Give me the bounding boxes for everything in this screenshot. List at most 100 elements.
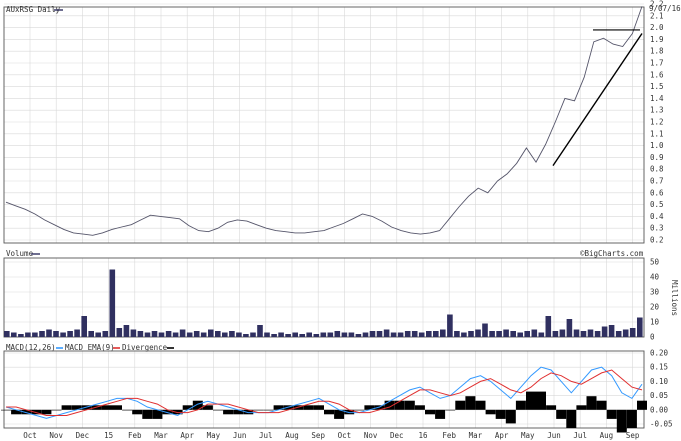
price-y-tick: 0.5 xyxy=(650,200,664,209)
source-credit: ©BigCharts.com xyxy=(580,249,644,258)
divergence-bar xyxy=(283,405,294,410)
volume-bar xyxy=(334,331,341,337)
volume-bar xyxy=(587,329,594,337)
volume-bar xyxy=(74,329,80,337)
volume-bar xyxy=(39,331,45,337)
divergence-bar xyxy=(61,405,72,410)
volume-bar xyxy=(608,325,615,337)
volume-bar xyxy=(566,319,573,337)
price-y-tick: 2.0 xyxy=(650,23,664,32)
volume-title: Volume xyxy=(6,249,34,258)
divergence-bar xyxy=(425,409,435,415)
volume-bar xyxy=(573,329,580,337)
divergence-bar xyxy=(213,409,223,411)
volume-bar xyxy=(151,331,158,337)
macd-y-tick: 0.10 xyxy=(650,377,669,386)
volume-bar xyxy=(369,331,376,337)
divergence-bar xyxy=(1,409,11,411)
volume-bar xyxy=(4,331,10,337)
volume-bar xyxy=(601,326,608,337)
volume-bar xyxy=(271,334,277,337)
x-tick: Mar xyxy=(469,431,483,440)
volume-bar xyxy=(32,332,38,337)
volume-bar xyxy=(468,331,474,337)
volume-bar xyxy=(278,332,284,337)
volume-bar xyxy=(46,329,52,337)
x-tick: Apr xyxy=(180,431,194,440)
divergence-bar xyxy=(303,405,314,410)
divergence-bar xyxy=(263,409,274,411)
divergence-bar xyxy=(394,400,405,410)
divergence-bar xyxy=(314,405,324,410)
divergence-bar xyxy=(626,409,637,428)
macd-y-tick: 0.00 xyxy=(650,405,669,414)
divergence-bar xyxy=(536,391,546,410)
volume-bar xyxy=(81,316,87,337)
volume-bar xyxy=(461,332,467,337)
volume-bar xyxy=(559,329,566,337)
divergence-bar xyxy=(435,409,446,419)
volume-bar xyxy=(404,331,411,337)
macd-y-tick: 0.20 xyxy=(650,349,669,358)
volume-bar xyxy=(418,332,425,337)
divergence-bar xyxy=(576,405,587,410)
price-y-tick: 0.2 xyxy=(650,236,664,245)
volume-bar xyxy=(144,332,151,337)
volume-bar xyxy=(123,325,130,337)
volume-bar xyxy=(397,332,404,337)
divergence-bar xyxy=(384,400,395,410)
volume-bar xyxy=(433,331,439,337)
volume-bar xyxy=(615,331,622,337)
x-tick: Jun xyxy=(233,431,247,440)
x-tick: Sep xyxy=(311,431,325,440)
volume-unit-label: Millions xyxy=(670,280,679,316)
divergence-bar xyxy=(91,405,102,410)
price-gridlines xyxy=(4,3,644,243)
divergence-bar xyxy=(293,405,304,410)
macd-title: MACD(12,26) xyxy=(6,343,56,352)
volume-bar xyxy=(503,329,509,337)
x-tick: Aug xyxy=(285,431,299,440)
volume-bar xyxy=(447,314,453,337)
volume-bar xyxy=(208,329,214,337)
divergence-bar xyxy=(414,405,425,410)
volume-bar xyxy=(60,332,66,337)
volume-bar xyxy=(348,332,355,337)
divergence-bar xyxy=(606,409,617,419)
divergence-bar xyxy=(21,409,32,415)
divergence-bar xyxy=(354,409,365,411)
volume-y-tick: 30 xyxy=(650,288,660,297)
volume-bar xyxy=(496,331,502,337)
divergence-bar xyxy=(455,400,466,410)
price-y-tick: 2.2 xyxy=(650,0,664,9)
volume-bar xyxy=(517,332,523,337)
x-tick: Apr xyxy=(495,431,509,440)
price-y-tick: 1.3 xyxy=(650,106,664,115)
price-y-tick: 1.2 xyxy=(650,118,664,127)
divergence-bar xyxy=(556,409,567,419)
volume-bar xyxy=(292,332,298,337)
volume-bar xyxy=(285,334,291,337)
volume-bar xyxy=(109,269,116,337)
volume-y-tick-labels: 0 10 20 30 40 50 xyxy=(650,258,660,342)
price-title: AUxRSG Daily xyxy=(6,5,61,14)
divergence-bar xyxy=(546,405,557,410)
price-y-tick: 0.4 xyxy=(650,212,664,221)
macd-y-tick-labels: -0.05 0.00 0.05 0.10 0.15 0.20 xyxy=(650,349,673,429)
divergence-bar xyxy=(202,405,213,410)
divergence-bar xyxy=(324,409,334,415)
divergence-bar xyxy=(162,409,173,415)
price-y-tick: 1.7 xyxy=(650,59,664,68)
volume-bar xyxy=(116,328,123,337)
divergence-bar xyxy=(566,409,577,428)
volume-y-tick: 0 xyxy=(650,333,655,342)
volume-bar xyxy=(510,331,516,337)
divergence-bar xyxy=(182,405,193,410)
macd-y-tick: 0.05 xyxy=(650,391,668,400)
volume-bar xyxy=(313,334,320,337)
divergence-bar xyxy=(515,400,526,410)
divergence-bar xyxy=(81,405,92,410)
volume-bar xyxy=(426,331,432,337)
price-y-tick: 0.6 xyxy=(650,188,664,197)
